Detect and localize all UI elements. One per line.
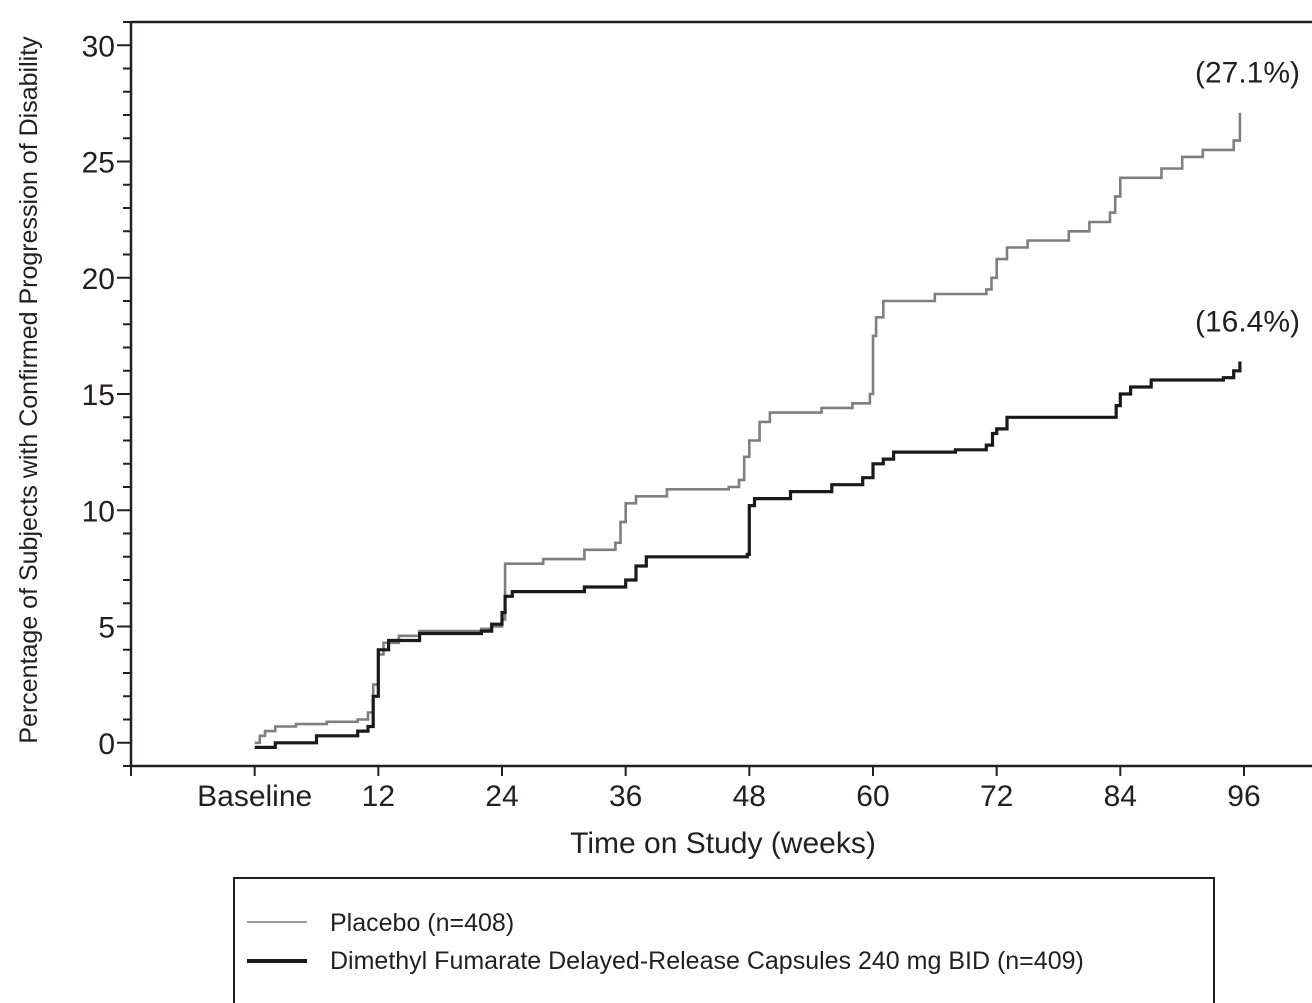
y-tick-label: 30 — [82, 30, 115, 63]
x-tick-label: 12 — [362, 780, 395, 813]
y-tick-label: 10 — [82, 495, 115, 528]
y-tick-label: 0 — [98, 728, 115, 761]
x-axis-ticks: Baseline 12 24 36 48 60 72 84 96 — [130, 766, 1261, 813]
y-axis-ticks: 0 5 10 15 20 25 30 — [82, 21, 131, 767]
x-tick-label: 60 — [856, 780, 889, 813]
x-tick-label: 48 — [733, 780, 766, 813]
y-axis-title: Percentage of Subjects with Confirmed Pr… — [15, 36, 43, 744]
x-tick-label: 96 — [1227, 780, 1260, 813]
y-tick-label: 25 — [82, 147, 115, 180]
legend-label-dimethyl-fumarate: Dimethyl Fumarate Delayed-Release Capsul… — [330, 947, 1084, 975]
y-tick-label: 15 — [82, 379, 115, 412]
x-tick-label: 72 — [980, 780, 1013, 813]
x-tick-label: 84 — [1104, 780, 1137, 813]
series-line-placebo — [254, 112, 1242, 745]
series-line-dimethyl-fumarate — [254, 361, 1242, 749]
x-tick-label: 24 — [485, 780, 518, 813]
y-tick-label: 5 — [98, 612, 115, 645]
x-tick-label: 36 — [609, 780, 642, 813]
end-label-dimethyl-fumarate: (16.4%) — [1195, 305, 1300, 338]
y-tick-label: 20 — [82, 263, 115, 296]
x-axis-title: Time on Study (weeks) — [570, 827, 876, 860]
series-layer: (27.1%) (16.4%) — [254, 57, 1300, 749]
end-label-placebo: (27.1%) — [1195, 57, 1300, 90]
legend-label-placebo: Placebo (n=408) — [330, 909, 514, 937]
legend-box — [233, 877, 1215, 1003]
x-tick-label: Baseline — [197, 780, 312, 813]
